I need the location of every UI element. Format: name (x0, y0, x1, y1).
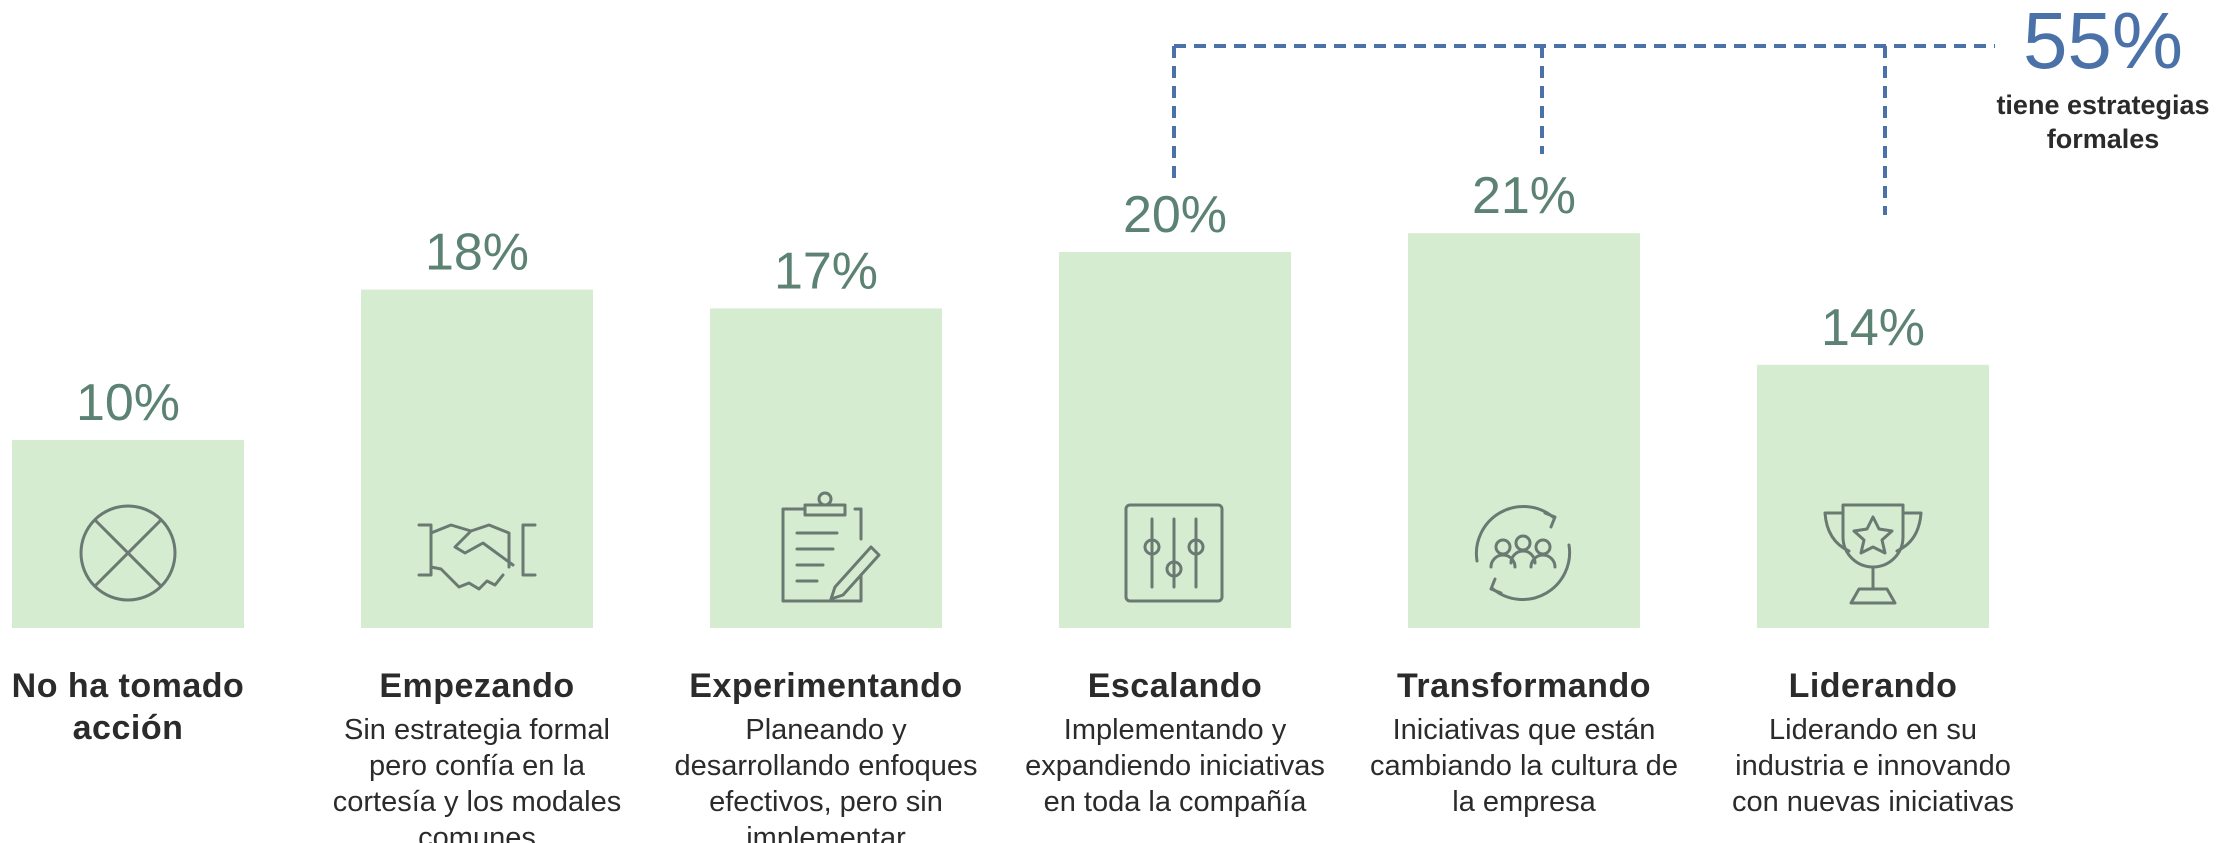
category-description: Planeando y desarrollando enfoques efect… (674, 714, 978, 843)
icon-x (79, 504, 177, 602)
value-label: 14% (1821, 299, 1925, 357)
value-label: 17% (774, 242, 878, 300)
bar (361, 289, 593, 628)
icons (79, 491, 1923, 605)
icon-handshake (417, 523, 537, 591)
category-description: Implementando y expandiendo iniciativas … (1025, 714, 1325, 818)
value-label: 20% (1123, 186, 1227, 244)
value-label: 18% (425, 224, 529, 282)
category-label: Escalando (1087, 667, 1263, 705)
value-label: 10% (76, 374, 180, 432)
bracket (1172, 44, 1995, 215)
category-label: Empezando (379, 667, 575, 705)
category-label: Transformando (1397, 667, 1651, 705)
bar (12, 440, 244, 628)
icon-sliders (1124, 503, 1224, 603)
annotation-text: tiene estrategias formales (1996, 90, 2210, 154)
icon-trophy (1823, 503, 1923, 605)
category-description: Sin estrategia formal pero confía en la … (332, 714, 622, 843)
annotation-label: 55% (2023, 0, 2183, 85)
value-label: 21% (1472, 167, 1576, 225)
category-label: No ha tomado acción (11, 667, 245, 747)
category-description: Iniciativas que están cambiando la cultu… (1370, 714, 1678, 818)
category-label: Liderando (1788, 667, 1958, 705)
bar (1408, 233, 1640, 628)
category-label: Experimentando (689, 667, 963, 705)
icon-people-cycle (1474, 505, 1572, 601)
category-description: Liderando en su industria e innovando co… (1731, 714, 2015, 818)
bar (710, 308, 942, 628)
icon-clipboard (781, 491, 881, 603)
